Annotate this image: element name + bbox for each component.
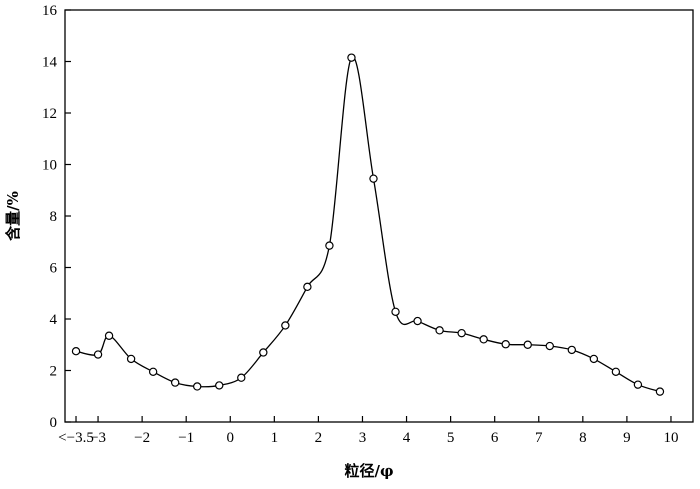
data-point	[104, 331, 114, 340]
y-tick-label: 16	[42, 3, 58, 19]
x-tick-label: 8	[579, 430, 587, 446]
y-tick-label: 4	[50, 312, 58, 328]
x-tick-label: −3	[90, 430, 106, 446]
data-point	[170, 378, 180, 387]
data-point	[479, 335, 488, 344]
data-point	[435, 326, 444, 335]
y-tick-label: 12	[42, 106, 57, 122]
y-tick-label: 8	[50, 209, 58, 225]
x-tick-label: 9	[623, 430, 631, 446]
data-point	[589, 354, 599, 364]
x-tick-label: 3	[359, 430, 367, 446]
axis-ticks	[65, 9, 672, 423]
data-point	[303, 282, 312, 292]
x-tick-label: −1	[178, 430, 194, 446]
data-point	[215, 381, 224, 390]
data-markers	[71, 53, 665, 396]
data-point	[148, 367, 158, 376]
data-point	[237, 373, 246, 382]
data-point	[281, 321, 290, 330]
x-tick-label: 0	[227, 430, 235, 446]
y-axis-title: 含量/%	[4, 191, 22, 241]
x-tick-label: <−3.5	[58, 430, 94, 446]
x-axis-title: 粒径/φ	[344, 462, 393, 480]
y-tick-label: 10	[42, 158, 57, 174]
data-point	[71, 346, 81, 356]
y-tick-label: 0	[50, 415, 58, 431]
data-point	[611, 367, 621, 376]
x-tick-label: 6	[491, 430, 499, 446]
data-point	[523, 340, 532, 349]
data-point	[567, 345, 577, 355]
x-tick-label: 2	[315, 430, 323, 446]
data-point	[369, 174, 378, 183]
data-point	[93, 350, 103, 359]
data-point	[501, 340, 510, 349]
data-point	[193, 382, 202, 391]
y-tick-label: 6	[50, 261, 58, 277]
x-tick-label: 4	[403, 430, 411, 446]
data-point	[259, 348, 268, 357]
x-tick-label: 5	[447, 430, 455, 446]
data-point	[325, 241, 334, 250]
x-tick-label: 7	[535, 430, 543, 446]
y-tick-label: 14	[42, 55, 58, 71]
x-tick-label: 10	[663, 430, 678, 446]
data-point	[347, 53, 356, 62]
data-point	[126, 354, 136, 364]
x-tick-label: 1	[271, 430, 279, 446]
data-point	[545, 341, 554, 351]
x-tick-label: −2	[134, 430, 150, 446]
data-point	[457, 328, 466, 338]
series-line	[75, 56, 661, 393]
data-point	[413, 316, 422, 326]
data-point	[633, 380, 643, 389]
y-tick-label: 2	[50, 364, 58, 380]
data-point	[391, 307, 400, 316]
data-point	[655, 387, 665, 396]
